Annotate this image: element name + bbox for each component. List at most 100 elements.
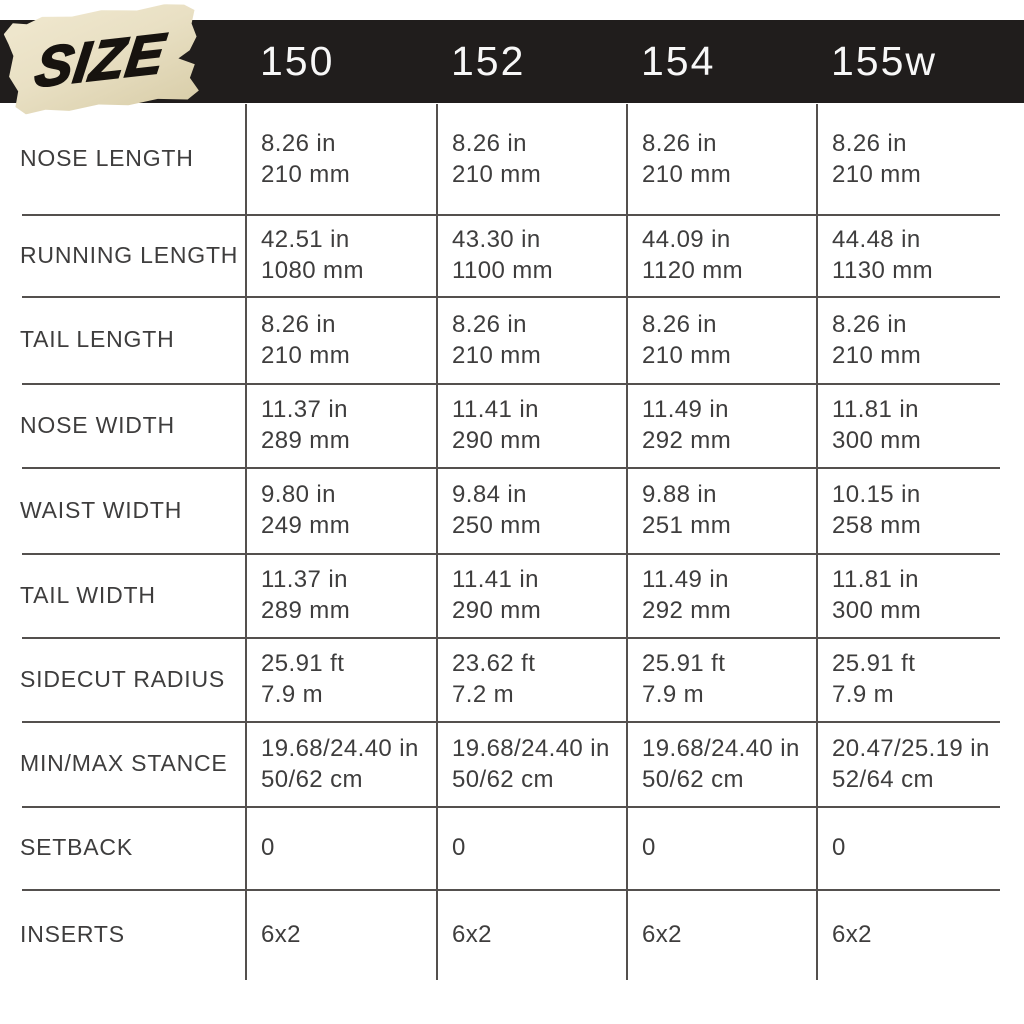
cell-value-line: 210 mm — [832, 341, 922, 369]
cell-value-line: 9.80 in — [261, 481, 336, 508]
table-cell: 44.09 in 1120 mm — [627, 214, 817, 296]
table-cell: 11.37 in 289 mm — [246, 553, 437, 637]
cell-value-line: 210 mm — [452, 160, 542, 188]
table-cell: 8.26 in 210 mm — [437, 103, 627, 214]
cell-value-line: 25.91 ft — [832, 650, 916, 677]
table-cell: 25.91 ft 7.9 m — [817, 637, 1024, 721]
cell-value-line: 1130 mm — [832, 257, 934, 284]
table-cell: 6x2 — [817, 889, 1024, 980]
cell-value-line: 19.68/24.40 in — [642, 734, 800, 762]
row-label: INSERTS — [20, 921, 125, 947]
cell-value-line: 7.9 m — [261, 681, 324, 708]
cell-value-line: 19.68/24.40 in — [452, 734, 610, 762]
table-cell: 8.26 in 210 mm — [246, 296, 437, 383]
table-cell: 0 — [817, 806, 1024, 889]
row-separator — [22, 889, 1000, 891]
table-cell: 44.48 in 1130 mm — [817, 214, 1024, 296]
table-cell: 6x2 — [627, 889, 817, 980]
cell-value-line: 289 mm — [261, 427, 351, 454]
cell-value-line: 0 — [452, 834, 466, 861]
column-divider — [816, 104, 818, 980]
table-cell: 10.15 in 258 mm — [817, 467, 1024, 553]
table-cell: 8.26 in 210 mm — [627, 296, 817, 383]
table-cell: 6x2 — [246, 889, 437, 980]
row-label: NOSE WIDTH — [20, 411, 175, 438]
cell-value-line: 44.48 in — [832, 226, 921, 253]
column-divider — [436, 104, 438, 980]
table-cell: 0 — [246, 806, 437, 889]
cell-value-line: 11.81 in — [832, 566, 919, 593]
cell-value-line: 50/62 cm — [261, 765, 363, 793]
row-separator — [22, 467, 1000, 469]
cell-value-line: 11.41 in — [452, 566, 539, 593]
table-cell: 42.51 in 1080 mm — [246, 214, 437, 296]
cell-value-line: 6x2 — [642, 921, 682, 948]
table-cell: 8.26 in 210 mm — [246, 103, 437, 214]
cell-value-line: 11.49 in — [642, 396, 729, 423]
cell-value-line: 8.26 in — [452, 310, 527, 338]
row-separator — [22, 214, 1000, 216]
row-label: SETBACK — [20, 834, 133, 860]
cell-value-line: 20.47/25.19 in — [832, 734, 990, 762]
cell-value-line: 11.81 in — [832, 396, 919, 423]
cell-value-line: 0 — [832, 834, 846, 861]
row-label: TAIL WIDTH — [20, 581, 156, 608]
table-cell: 11.81 in 300 mm — [817, 383, 1024, 467]
column-divider — [245, 104, 247, 980]
table-cell: 19.68/24.40 in 50/62 cm — [437, 721, 627, 806]
cell-value-line: 8.26 in — [642, 310, 717, 338]
table-cell: 9.80 in 249 mm — [246, 467, 437, 553]
table-cell: 0 — [627, 806, 817, 889]
table-cell: 8.26 in 210 mm — [817, 296, 1024, 383]
cell-value-line: 10.15 in — [832, 481, 921, 508]
cell-value-line: 249 mm — [261, 512, 351, 539]
table-cell: 8.26 in 210 mm — [627, 103, 817, 214]
cell-value-line: 1120 mm — [642, 257, 744, 284]
table-cell: 11.81 in 300 mm — [817, 553, 1024, 637]
cell-value-line: 11.49 in — [642, 566, 729, 593]
row-separator — [22, 721, 1000, 723]
cell-value-line: 11.41 in — [452, 396, 539, 423]
cell-value-line: 52/64 cm — [832, 765, 934, 793]
cell-value-line: 6x2 — [832, 921, 872, 948]
cell-value-line: 6x2 — [452, 921, 492, 948]
cell-value-line: 1100 mm — [452, 257, 554, 284]
row-separator — [22, 553, 1000, 555]
column-header-154: 154 — [641, 38, 716, 84]
column-header-155w: 155w — [831, 38, 938, 84]
cell-value-line: 289 mm — [261, 597, 351, 624]
cell-value-line: 210 mm — [452, 341, 542, 369]
row-separator — [22, 806, 1000, 808]
cell-value-line: 292 mm — [642, 597, 732, 624]
cell-value-line: 210 mm — [642, 341, 732, 369]
cell-value-line: 50/62 cm — [452, 765, 554, 793]
table-cell: 8.26 in 210 mm — [817, 103, 1024, 214]
row-label: NOSE LENGTH — [20, 145, 194, 171]
cell-value-line: 43.30 in — [452, 226, 541, 253]
row-label: SIDECUT RADIUS — [20, 665, 226, 692]
table-cell: 23.62 ft 7.2 m — [437, 637, 627, 721]
table-cell: 25.91 ft 7.9 m — [627, 637, 817, 721]
cell-value-line: 300 mm — [832, 427, 922, 454]
table-cell: 19.68/24.40 in 50/62 cm — [627, 721, 817, 806]
cell-value-line: 7.2 m — [452, 681, 515, 708]
cell-value-line: 210 mm — [832, 160, 922, 188]
table-cell: 9.88 in 251 mm — [627, 467, 817, 553]
cell-value-line: 8.26 in — [832, 310, 907, 338]
cell-value-line: 8.26 in — [261, 129, 336, 157]
cell-value-line: 0 — [261, 834, 275, 861]
cell-value-line: 6x2 — [261, 921, 301, 948]
table-cell: 11.49 in 292 mm — [627, 383, 817, 467]
spec-table: NOSE LENGTH 8.26 in 210 mm 8.26 in 210 mm 8.2… — [0, 103, 1024, 980]
table-cell: 11.41 in 290 mm — [437, 553, 627, 637]
table-cell: 0 — [437, 806, 627, 889]
column-header-152: 152 — [451, 38, 526, 84]
cell-value-line: 8.26 in — [452, 129, 527, 157]
cell-value-line: 23.62 ft — [452, 650, 536, 677]
row-separator — [22, 383, 1000, 385]
cell-value-line: 258 mm — [832, 512, 922, 539]
cell-value-line: 50/62 cm — [642, 765, 744, 793]
cell-value-line: 7.9 m — [832, 681, 895, 708]
cell-value-line: 290 mm — [452, 427, 542, 454]
row-separator — [22, 296, 1000, 298]
